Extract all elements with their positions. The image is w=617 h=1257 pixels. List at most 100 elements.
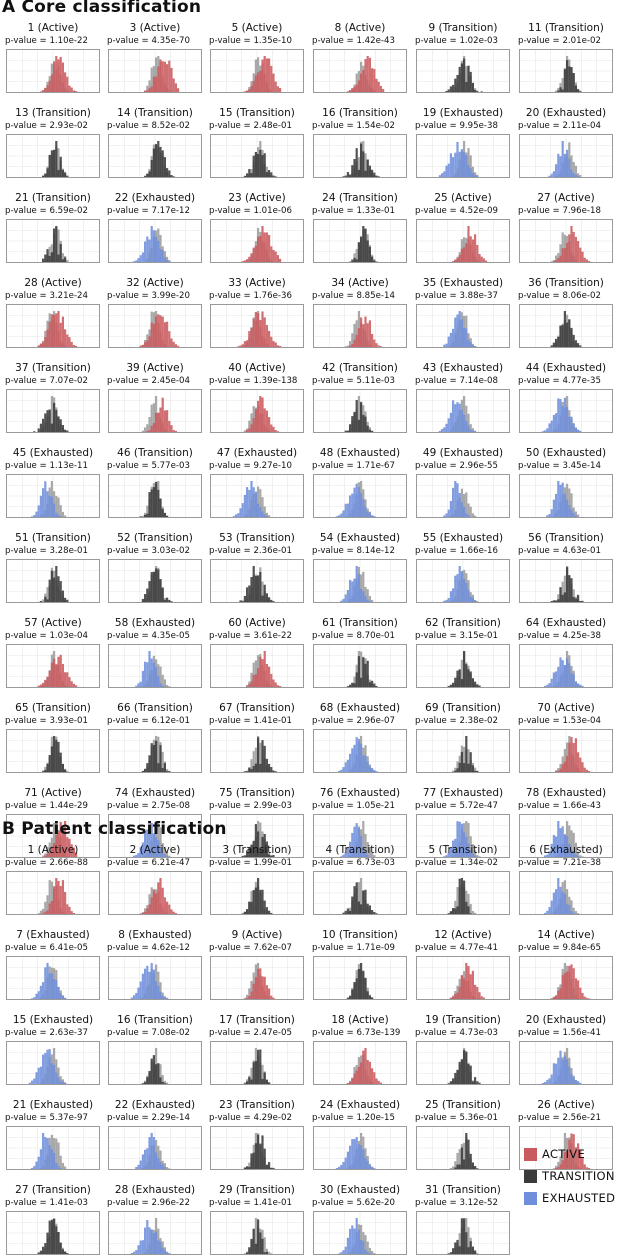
histogram-bar bbox=[555, 836, 558, 857]
histogram-bar bbox=[270, 766, 273, 772]
reference-bar bbox=[478, 856, 481, 857]
histogram-bar bbox=[137, 1164, 140, 1169]
histogram-bar bbox=[55, 56, 58, 92]
reference-bar bbox=[349, 261, 352, 262]
histogram-bar bbox=[50, 496, 53, 517]
reference-bar bbox=[61, 1162, 64, 1169]
histogram-bar bbox=[353, 886, 356, 914]
histogram-bar bbox=[55, 226, 58, 262]
histogram-bar bbox=[550, 998, 553, 999]
panel-label: 35 (Exhausted) bbox=[422, 277, 504, 289]
histogram-bar bbox=[53, 61, 56, 92]
panel-plot bbox=[108, 49, 202, 93]
panel-plot bbox=[519, 956, 613, 1000]
panel-label: 44 (Exhausted) bbox=[525, 362, 607, 374]
histogram-bar bbox=[458, 878, 461, 914]
reference-bar bbox=[55, 1059, 58, 1084]
histogram-bar bbox=[463, 651, 466, 687]
histogram-bar bbox=[152, 744, 155, 772]
reference-bar bbox=[555, 770, 558, 772]
reference-bar bbox=[263, 506, 266, 517]
histogram-bar bbox=[150, 226, 153, 262]
histogram-bar bbox=[568, 1139, 571, 1169]
histogram-bar bbox=[441, 429, 444, 432]
histogram-bar bbox=[44, 337, 47, 347]
reference-bar bbox=[146, 424, 149, 432]
histogram-bar bbox=[581, 251, 584, 262]
histogram-bar bbox=[152, 148, 155, 177]
histogram-bar bbox=[364, 1249, 367, 1254]
histogram-bar bbox=[161, 316, 164, 347]
reference-bar bbox=[159, 666, 162, 687]
histogram-bar bbox=[362, 414, 365, 432]
reference-bar bbox=[368, 1247, 371, 1254]
histogram-bar bbox=[59, 516, 62, 517]
histogram-bar bbox=[50, 846, 53, 857]
histogram-bar bbox=[548, 851, 551, 857]
histogram-bar bbox=[364, 889, 367, 914]
reference-bar bbox=[46, 895, 49, 914]
histogram-bar bbox=[148, 971, 151, 999]
histogram-bar bbox=[454, 677, 457, 687]
panel-label: 15 (Transition) bbox=[219, 107, 295, 119]
histogram-bar bbox=[64, 1082, 67, 1084]
histogram-bar bbox=[248, 169, 251, 177]
histogram-bar bbox=[458, 762, 461, 772]
reference-bar bbox=[577, 173, 580, 177]
histogram-bar bbox=[557, 666, 560, 687]
histogram-bar bbox=[371, 1068, 374, 1084]
histogram-bar bbox=[548, 423, 551, 432]
histogram-bar bbox=[152, 1233, 155, 1254]
histogram-bar bbox=[458, 1164, 461, 1169]
histogram-bar bbox=[246, 997, 249, 999]
histogram-bar bbox=[469, 1153, 472, 1169]
histogram-svg bbox=[109, 815, 201, 857]
histogram-bar bbox=[37, 991, 40, 999]
histogram-bar bbox=[482, 997, 485, 999]
histogram-bar bbox=[146, 1220, 149, 1254]
histogram-bar bbox=[357, 242, 360, 262]
histogram-bar bbox=[72, 847, 75, 857]
histogram-panel: 11 (Transition) p-value = 2.01e-02 bbox=[517, 22, 615, 95]
panel-plot bbox=[6, 474, 100, 518]
histogram-bar bbox=[148, 430, 151, 432]
histogram-bar bbox=[144, 342, 147, 347]
panel-label: 56 (Transition) bbox=[528, 532, 604, 544]
histogram-bar bbox=[366, 425, 369, 432]
histogram-bar bbox=[250, 173, 253, 177]
reference-bar bbox=[168, 855, 171, 857]
legend-label-exhausted: EXHAUSTED bbox=[542, 1191, 616, 1205]
histogram-bar bbox=[70, 341, 73, 347]
histogram-bar bbox=[460, 823, 463, 857]
histogram-bar bbox=[373, 911, 376, 914]
histogram-bar bbox=[463, 1159, 466, 1169]
histogram-bar bbox=[46, 910, 49, 914]
histogram-bar bbox=[579, 684, 582, 687]
histogram-bar bbox=[353, 1073, 356, 1084]
panel-label: 46 (Transition) bbox=[117, 447, 193, 459]
histogram-bar bbox=[566, 835, 569, 857]
histogram-bar bbox=[552, 171, 555, 177]
histogram-bar bbox=[452, 328, 455, 347]
histogram-bar bbox=[454, 770, 457, 772]
histogram-bar bbox=[157, 240, 160, 262]
histogram-bar bbox=[37, 685, 40, 687]
histogram-bar bbox=[467, 669, 470, 687]
histogram-bar bbox=[72, 345, 75, 347]
histogram-bar bbox=[159, 498, 162, 517]
histogram-bar bbox=[259, 396, 262, 432]
histogram-bar bbox=[371, 515, 374, 517]
panel-plot bbox=[108, 1041, 202, 1085]
histogram-bar bbox=[581, 685, 584, 687]
histogram-bar bbox=[61, 1249, 64, 1254]
reference-bar bbox=[357, 157, 360, 177]
histogram-bar bbox=[157, 569, 160, 602]
histogram-svg bbox=[109, 475, 201, 517]
panel-plot bbox=[313, 559, 407, 603]
histogram-bar bbox=[373, 339, 376, 347]
histogram-bar bbox=[61, 590, 64, 602]
histogram-bar bbox=[55, 141, 58, 177]
histogram-bar bbox=[46, 1049, 49, 1084]
panel-pvalue: p-value = 7.17e-12 bbox=[107, 206, 190, 216]
reference-bar bbox=[55, 1138, 58, 1169]
